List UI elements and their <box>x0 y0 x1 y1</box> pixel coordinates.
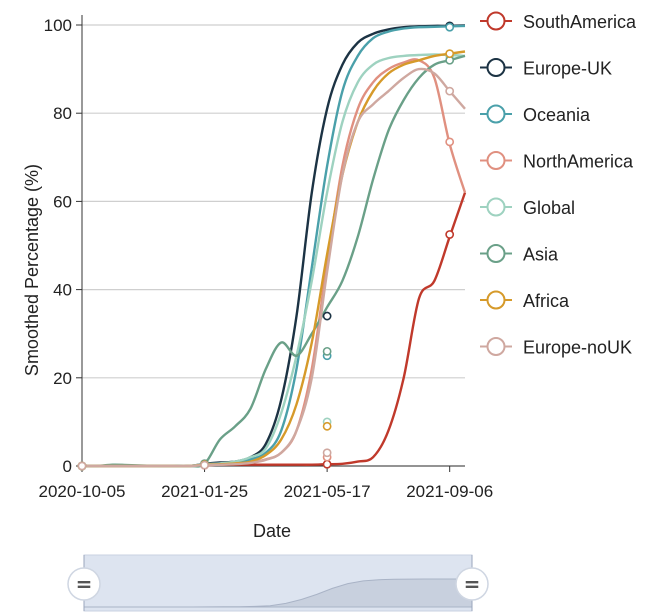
x-tick-label-2020-10-05: 2020-10-05 <box>39 482 126 501</box>
marker-SouthAmerica-2 <box>322 459 332 469</box>
grip-lines-icon <box>67 567 101 601</box>
series-line-Global <box>82 53 466 468</box>
slider-handle-glyph-left: = <box>76 572 93 596</box>
x-tick-label-2021-05-17: 2021-05-17 <box>284 482 371 501</box>
x-axis: 2020-10-05 2021-01-25 2021-05-17 2021-09-06 <box>39 465 493 501</box>
legend-label-NorthAmerica: NorthAmerica <box>523 152 634 172</box>
marker-Europe-noUK-0 <box>77 461 87 471</box>
y-axis-title: Smoothed Percentage (%) <box>22 164 42 376</box>
y-tick-label-80: 80 <box>53 104 72 123</box>
legend-item-NorthAmerica[interactable]: NorthAmerica <box>480 151 634 172</box>
series-line-Asia <box>81 54 466 468</box>
legend-item-SouthAmerica[interactable]: SouthAmerica <box>480 11 637 32</box>
marker-Europe-UK-2 <box>322 311 332 321</box>
x-tick-label-2021-01-25: 2021-01-25 <box>161 482 248 501</box>
marker-Europe-noUK-2 <box>322 448 332 458</box>
series-lines <box>77 21 467 471</box>
marker-Oceania-3 <box>445 22 455 32</box>
slider-overview-area <box>84 578 473 608</box>
legend-item-Global[interactable]: Global <box>480 197 575 218</box>
slider-handle-glyph-right: = <box>464 572 481 596</box>
marker-Europe-noUK-3 <box>445 86 455 96</box>
y-tick-label-40: 40 <box>53 281 72 300</box>
legend-marker-Asia <box>486 244 506 263</box>
slider-handle-right[interactable]: = <box>455 555 489 611</box>
legend-label-Global: Global <box>523 198 575 218</box>
x-axis-title: Date <box>253 521 291 541</box>
y-axis: 0 20 40 60 80 100 <box>44 15 83 476</box>
y-tick-label-60: 60 <box>53 192 72 211</box>
legend-item-Africa[interactable]: Africa <box>480 290 570 311</box>
legend-label-SouthAmerica: SouthAmerica <box>523 12 637 32</box>
x-tick-label-2021-09-06: 2021-09-06 <box>406 482 493 501</box>
y-tick-label-0: 0 <box>63 457 72 476</box>
legend-marker-SouthAmerica <box>486 11 506 31</box>
legend-marker-Global <box>486 197 506 217</box>
legend-marker-Africa <box>486 290 506 310</box>
marker-Africa-3 <box>445 49 455 59</box>
legend-item-Europe-UK[interactable]: Europe-UK <box>480 58 612 79</box>
y-tick-label-20: 20 <box>53 369 72 388</box>
legend-marker-Europe-noUK <box>486 337 506 356</box>
marker-SouthAmerica-3 <box>445 230 455 239</box>
legend-marker-Oceania <box>486 104 506 124</box>
grid-lines <box>82 24 465 467</box>
range-slider[interactable]: = = <box>67 554 489 612</box>
legend[interactable]: SouthAmerica Europe-UK Oceania NorthAmerica… <box>480 11 637 358</box>
y-tick-label-100: 100 <box>44 16 72 35</box>
legend-label-Africa: Africa <box>523 291 570 311</box>
slider-handle-left[interactable]: = <box>67 555 101 611</box>
legend-item-Asia[interactable]: Asia <box>480 244 559 265</box>
marker-Europe-noUK-1 <box>200 460 209 470</box>
legend-label-Europe-UK: Europe-UK <box>523 59 612 79</box>
legend-label-Asia: Asia <box>523 245 559 265</box>
legend-item-Europe-noUK[interactable]: Europe-noUK <box>480 337 632 358</box>
series-line-NorthAmerica <box>82 58 467 468</box>
legend-item-Oceania[interactable]: Oceania <box>480 104 591 125</box>
legend-marker-Europe-UK <box>486 58 506 77</box>
legend-label-Oceania: Oceania <box>523 105 591 125</box>
legend-label-Europe-noUK: Europe-noUK <box>523 338 632 358</box>
legend-marker-NorthAmerica <box>486 151 506 170</box>
grip-lines-icon <box>455 567 489 601</box>
marker-NorthAmerica-3 <box>445 137 455 147</box>
series-line-Europe-noUK <box>82 67 466 468</box>
marker-Africa-2 <box>322 421 332 431</box>
marker-Asia-2 <box>322 346 332 356</box>
